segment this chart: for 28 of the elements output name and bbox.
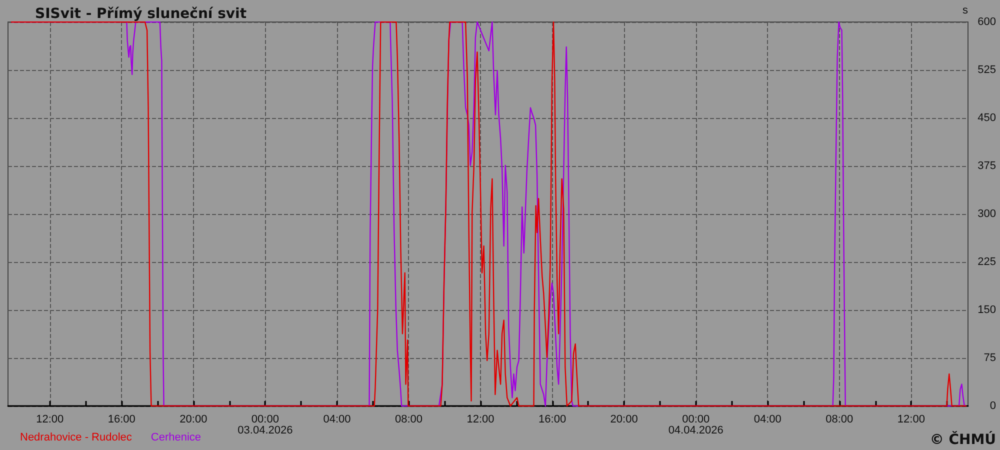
y-tick-label: 225 <box>978 256 996 268</box>
x-tick-label: 16:00 <box>538 414 566 426</box>
x-tick-label: 12:00 <box>36 414 64 426</box>
text: © ČHMÚ <box>930 431 996 448</box>
x-tick-label: 04:00 <box>323 414 351 426</box>
x-tick-label: 12:00 <box>897 414 925 426</box>
y-tick-label: 450 <box>978 112 996 124</box>
y-tick-label: 75 <box>984 352 996 364</box>
y-tick-label: 375 <box>978 160 996 172</box>
x-tick-label: 00:00 04.04.2026 <box>668 414 724 436</box>
x-tick-label: 16:00 <box>108 414 136 426</box>
y-tick-label: 0 <box>990 400 996 412</box>
text: Cerhenice <box>150 432 202 444</box>
x-tick-label: 20:00 <box>180 414 208 426</box>
x-tick-label: 20:00 <box>610 414 638 426</box>
text: Nedrahovice - Rudolec <box>20 432 132 444</box>
y-axis-title: s <box>962 4 968 16</box>
x-tick-label: 04:00 <box>754 414 782 426</box>
line-series <box>10 21 968 407</box>
y-tick-label: 600 <box>978 16 996 28</box>
x-tick-label: 08:00 <box>394 414 423 426</box>
chart-title: SISvit - Přímý sluneční svit <box>35 6 247 22</box>
y-tick-label: 300 <box>978 208 996 220</box>
x-tick-label: 00:00 03.04.2026 <box>238 414 293 436</box>
y-tick-label: 525 <box>978 64 996 76</box>
y-tick-label: 150 <box>978 304 996 316</box>
x-tick-label: 08:00 <box>826 414 854 426</box>
x-tick-label: 12:00 <box>466 414 494 426</box>
